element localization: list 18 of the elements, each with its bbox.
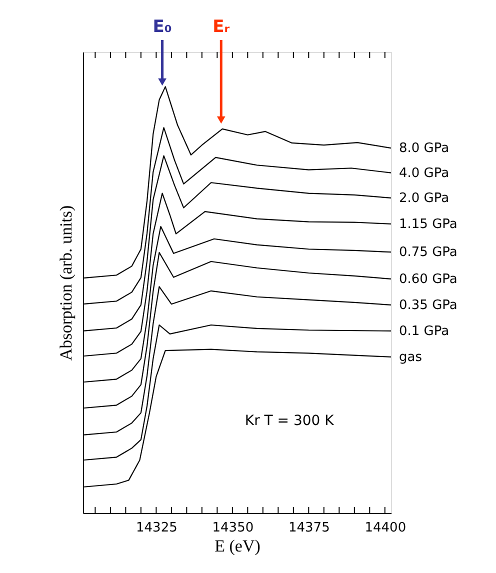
y-axis-title: Absorption (arb. units)	[56, 205, 76, 361]
series-label: gas	[399, 350, 422, 365]
annotation: Kr T = 300 K	[244, 412, 335, 429]
x-tick-label: 14325	[136, 520, 178, 536]
series-label: 0.75 GPa	[399, 245, 458, 260]
series-label: 4.0 GPa	[399, 166, 450, 181]
x-tick-label: 14375	[288, 520, 330, 536]
series-label: 2.0 GPa	[399, 190, 450, 206]
series-label: 1.15 GPa	[399, 216, 458, 232]
series-label: 0.35 GPa	[399, 298, 458, 313]
x-tick-label: 14350	[212, 520, 254, 536]
series-label: 0.1 GPa	[399, 324, 450, 339]
annotation: Eᵣ	[212, 17, 230, 37]
x-axis-title: E (eV)	[214, 536, 260, 556]
annotation: E₀	[152, 17, 172, 37]
x-tick-label: 14400	[364, 520, 406, 536]
series-label: 8.0 GPa	[399, 141, 450, 156]
series-label: 0.60 GPa	[399, 272, 458, 287]
